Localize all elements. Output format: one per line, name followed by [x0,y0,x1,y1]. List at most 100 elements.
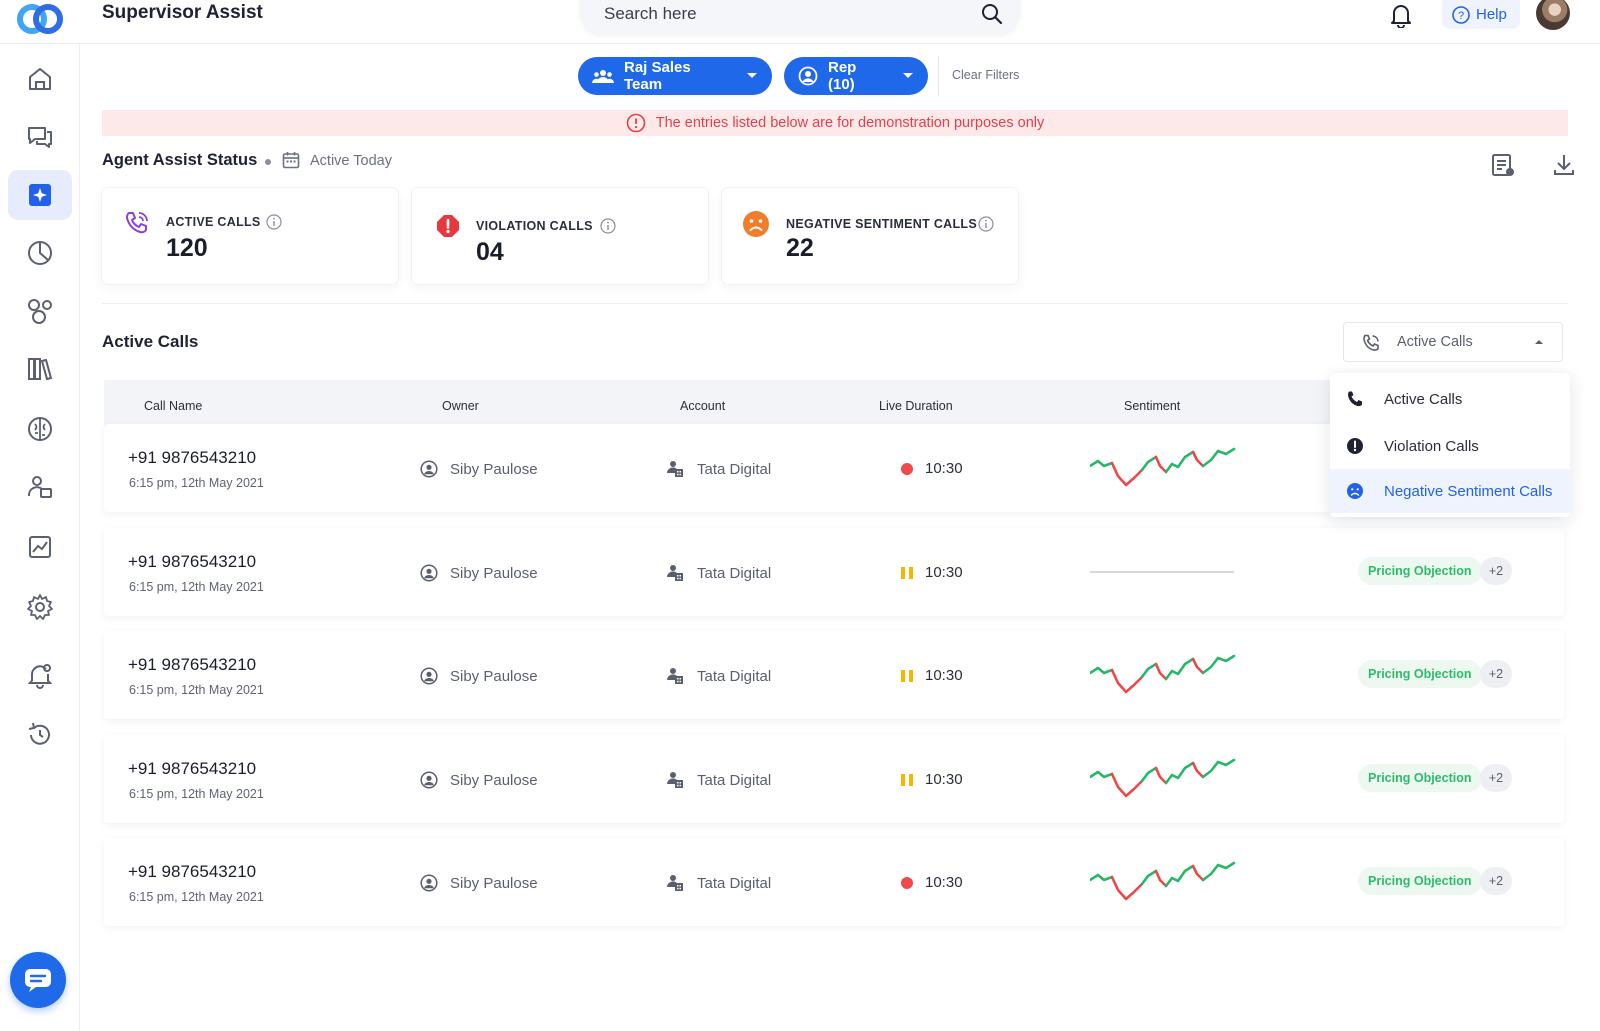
nav-people[interactable] [8,462,72,512]
rep-filter-dropdown[interactable]: Rep (10) [784,57,928,95]
user-circle-icon [420,771,438,789]
account-name[interactable]: Tata Digital [697,874,772,892]
chat-support-button[interactable] [10,952,66,1008]
account-cell: Tata Digital [667,460,771,478]
more-tags-badge[interactable]: +2 [1480,867,1512,895]
nav-home[interactable] [8,54,72,104]
help-button[interactable]: ? Help [1442,0,1520,29]
dropdown-option-label: Active Calls [1384,390,1463,408]
account-building-icon [667,460,683,478]
table-row[interactable]: +91 9876543210 6:15 pm, 12th May 2021 Si… [104,424,1564,512]
owner-name[interactable]: Siby Paulose [450,874,538,892]
live-duration: 10:30 [925,564,963,581]
call-type-dropdown-menu: Active Calls Violation Calls Negative Se… [1330,373,1570,517]
search-input[interactable]: Search here [604,4,697,23]
chat-icon [25,122,55,152]
column-header-live-duration[interactable]: Live Duration [879,399,953,413]
call-tag[interactable]: Pricing Objection [1358,764,1482,792]
search-bar[interactable]: Search here [580,0,1020,34]
call-start-time: 6:15 pm, 12th May 2021 [129,787,264,801]
positive-sentiment-segment [1140,455,1158,472]
call-tag[interactable]: Pricing Objection [1358,557,1482,585]
nav-topics[interactable] [8,286,72,336]
call-start-time: 6:15 pm, 12th May 2021 [129,890,264,904]
account-name[interactable]: Tata Digital [697,564,772,582]
positive-sentiment-segment [1164,450,1195,474]
user-avatar[interactable] [1536,0,1570,30]
call-type-select[interactable]: Active Calls [1343,322,1563,362]
owner-name[interactable]: Siby Paulose [450,771,538,789]
negative-sentiment-segment [1191,657,1205,675]
account-name[interactable]: Tata Digital [697,667,772,685]
more-tags-badge[interactable]: +2 [1480,557,1512,585]
nav-intelligence[interactable] [8,404,72,454]
dropdown-option-label: Negative Sentiment Calls [1384,482,1553,500]
info-icon[interactable] [266,214,282,230]
account-name[interactable]: Tata Digital [697,771,772,789]
owner-name[interactable]: Siby Paulose [450,564,538,582]
library-icon [25,354,55,384]
kpi-card-active-calls[interactable]: ACTIVE CALLS 120 [102,188,398,284]
kpi-card-negative-sentiment-calls[interactable]: NEGATIVE SENTIMENT CALLS 22 [722,188,1018,284]
account-cell: Tata Digital [667,667,771,685]
call-phone-number: +91 9876543210 [128,448,257,467]
active-calls-title: Active Calls [102,332,199,351]
dropdown-option-active-calls[interactable]: Active Calls [1330,377,1570,421]
call-phone-number: +91 9876543210 [128,759,257,778]
owner-cell: Siby Paulose [420,564,538,582]
nav-trends[interactable] [8,522,72,572]
positive-sentiment-segment [1201,447,1236,468]
sentiment-sparkline [1090,643,1240,707]
download-icon[interactable] [1553,153,1575,177]
column-header-owner[interactable]: Owner [442,399,479,413]
dropdown-option-violation-calls[interactable]: Violation Calls [1330,424,1570,468]
table-row[interactable]: +91 9876543210 6:15 pm, 12th May 2021 Si… [104,631,1564,719]
report-settings-icon[interactable] [1490,152,1516,178]
team-filter-dropdown[interactable]: Raj Sales Team [578,57,772,95]
owner-name[interactable]: Siby Paulose [450,460,538,478]
nav-library[interactable] [8,344,72,394]
calendar-icon [282,151,300,169]
table-row[interactable]: +91 9876543210 6:15 pm, 12th May 2021 Si… [104,528,1564,616]
phone-icon [1362,334,1380,352]
account-name[interactable]: Tata Digital [697,460,772,478]
positive-sentiment-segment [1164,761,1195,785]
svg-text:?: ? [1458,10,1464,22]
notification-bell-icon[interactable] [1390,2,1412,28]
call-tag[interactable]: Pricing Objection [1358,867,1482,895]
column-header-call-name[interactable]: Call Name [144,399,203,413]
chevron-down-icon [902,72,914,80]
positive-sentiment-segment [1140,766,1158,783]
nav-settings[interactable] [8,582,72,632]
nav-history[interactable] [8,710,72,760]
user-circle-icon [420,667,438,685]
live-duration-cell: 10:30 [901,460,963,477]
app-logo[interactable] [16,2,64,36]
paused-indicator-icon [901,669,913,682]
positive-sentiment-segment [1090,459,1114,468]
table-row[interactable]: +91 9876543210 6:15 pm, 12th May 2021 Si… [104,735,1564,823]
question-circle-icon: ? [1452,5,1470,24]
column-header-account[interactable]: Account [680,399,726,413]
table-row[interactable]: +91 9876543210 6:15 pm, 12th May 2021 Si… [104,838,1564,926]
clear-filters-link[interactable]: Clear Filters [952,68,1020,82]
column-header-sentiment[interactable]: Sentiment [1124,399,1181,413]
positive-sentiment-segment [1201,758,1236,779]
info-icon[interactable] [600,218,616,234]
kpi-card-violation-calls[interactable]: VIOLATION CALLS 04 [412,188,708,284]
nav-analytics[interactable] [8,228,72,278]
sad-face-icon [742,210,770,238]
info-icon[interactable] [978,216,994,232]
more-tags-badge[interactable]: +2 [1480,660,1512,688]
negative-sentiment-segment [1154,455,1168,474]
account-building-icon [667,667,683,685]
search-icon[interactable] [980,2,1004,26]
nav-alerts[interactable] [8,650,72,700]
nav-agent-assist[interactable] [8,170,72,220]
owner-name[interactable]: Siby Paulose [450,667,538,685]
more-tags-badge[interactable]: +2 [1480,764,1512,792]
alert-icon [25,660,55,690]
dropdown-option-negative-sentiment-calls[interactable]: Negative Sentiment Calls [1330,469,1570,513]
call-tag[interactable]: Pricing Objection [1358,660,1482,688]
nav-conversations[interactable] [8,112,72,162]
